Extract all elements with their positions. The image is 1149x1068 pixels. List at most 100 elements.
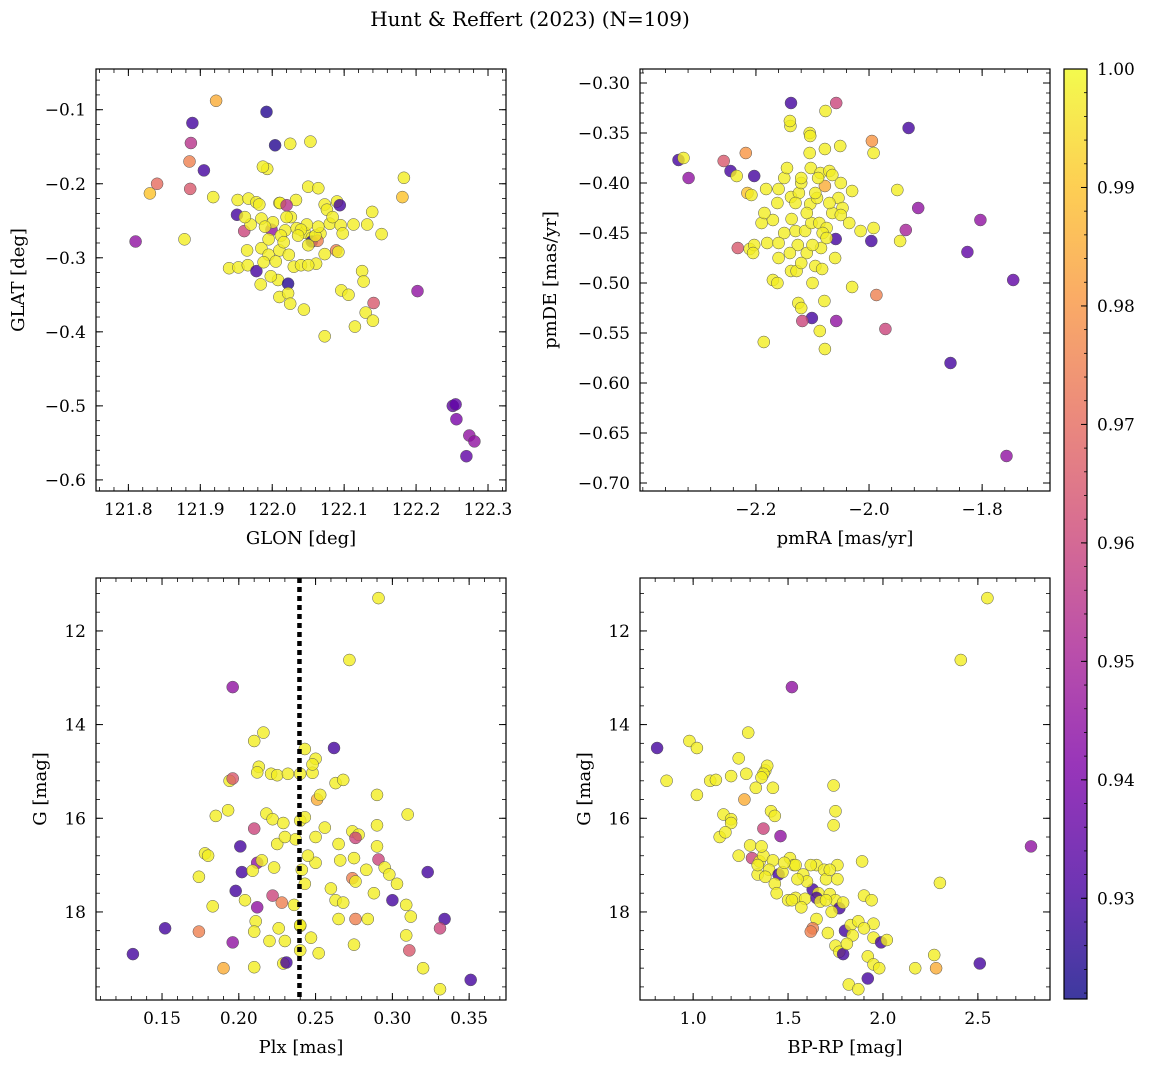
- data-point: [264, 270, 278, 283]
- x-tick-label: 122.2: [392, 500, 441, 520]
- data-point: [183, 182, 197, 196]
- data-point: [981, 591, 994, 605]
- y-tick-label: −0.65: [578, 424, 630, 444]
- x-tick-label: 1.5: [775, 1009, 802, 1029]
- data-point: [238, 893, 252, 907]
- data-point: [828, 251, 842, 265]
- data-point: [813, 324, 827, 338]
- x-tick-label: 2.0: [869, 1009, 896, 1029]
- data-point: [464, 973, 477, 987]
- data-point: [326, 210, 339, 224]
- data-point: [743, 839, 757, 852]
- data-point: [819, 104, 832, 118]
- y-tick-label: 16: [608, 809, 630, 829]
- data-point: [829, 314, 843, 328]
- data-point: [347, 218, 360, 231]
- data-point: [347, 851, 361, 865]
- data-point: [370, 788, 384, 802]
- data-point: [929, 961, 943, 975]
- data-point: [370, 819, 384, 832]
- data-point: [861, 972, 875, 985]
- data-point: [258, 220, 272, 233]
- data-point: [899, 223, 913, 237]
- data-point: [1000, 449, 1013, 463]
- data-point: [879, 322, 892, 336]
- data-point: [944, 356, 957, 370]
- data-point: [126, 947, 140, 961]
- data-point: [815, 262, 829, 276]
- data-point: [833, 139, 847, 153]
- y-tick-label: −0.3: [45, 249, 86, 269]
- data-point: [777, 226, 791, 240]
- data-point: [738, 793, 751, 806]
- data-point: [852, 982, 865, 996]
- data-point: [891, 183, 904, 197]
- data-point: [804, 925, 818, 938]
- y-tick-label: −0.45: [578, 224, 630, 244]
- data-point: [269, 255, 283, 268]
- data-point: [468, 435, 481, 448]
- data-point: [349, 912, 362, 926]
- axes-frame: [639, 68, 1051, 492]
- data-point: [291, 229, 305, 242]
- colorbar-frame: [1063, 68, 1088, 1000]
- x-tick-label: 0.30: [373, 1009, 411, 1029]
- x-axis-label: GLON [deg]: [246, 528, 356, 549]
- data-point: [192, 870, 206, 884]
- data-point: [266, 812, 279, 826]
- data-point: [902, 121, 915, 135]
- data-point: [254, 278, 267, 291]
- x-tick-label: −2.2: [735, 500, 776, 520]
- data-point: [150, 177, 164, 191]
- data-point: [263, 934, 276, 948]
- data-point: [318, 330, 331, 343]
- data-point: [281, 767, 295, 781]
- data-point: [192, 925, 206, 938]
- data-point: [209, 94, 223, 108]
- colorbar-tick-label: 0.98: [1097, 297, 1135, 317]
- y-tick-label: −0.60: [578, 374, 630, 394]
- data-point: [235, 865, 249, 879]
- data-point: [829, 804, 842, 818]
- y-tick-label: −0.35: [578, 124, 630, 144]
- data-point: [749, 781, 763, 795]
- data-point: [283, 297, 297, 310]
- data-point: [818, 294, 831, 308]
- data-point: [301, 258, 315, 272]
- y-tick-label: −0.50: [578, 274, 630, 294]
- data-point: [312, 220, 325, 233]
- data-point: [360, 863, 373, 877]
- data-point: [375, 227, 388, 241]
- data-point: [826, 168, 839, 182]
- panel-2: −2.2 −2.0 −1.8 −0.30 −0.35 −0.40 −0.45 −0.50 −0.…: [540, 68, 1051, 549]
- data-point: [281, 287, 295, 300]
- x-tick-label: 1.0: [680, 1009, 707, 1029]
- data-point: [280, 210, 293, 224]
- data-point: [201, 849, 215, 862]
- data-point: [348, 320, 362, 333]
- data-point: [757, 822, 770, 835]
- colorbar-tick-label: 0.94: [1097, 771, 1135, 791]
- data-point: [206, 900, 219, 913]
- data-point: [183, 155, 196, 168]
- data-point: [865, 234, 878, 248]
- data-point: [318, 247, 331, 261]
- data-point: [297, 303, 311, 316]
- data-point: [386, 893, 399, 907]
- data-point: [794, 171, 808, 185]
- y-tick-label: 18: [608, 903, 630, 923]
- data-point: [304, 931, 318, 944]
- y-tick-label: −0.40: [578, 174, 630, 194]
- data-point: [872, 961, 886, 975]
- data-point: [221, 804, 235, 817]
- data-point: [865, 134, 879, 148]
- data-point: [759, 182, 773, 196]
- data-point: [226, 936, 239, 949]
- data-point: [845, 280, 859, 294]
- data-point: [433, 982, 447, 996]
- data-point: [270, 768, 284, 782]
- data-point: [349, 831, 362, 845]
- x-tick-label: 122.3: [464, 500, 513, 520]
- data-point: [217, 961, 230, 975]
- data-point: [806, 276, 819, 290]
